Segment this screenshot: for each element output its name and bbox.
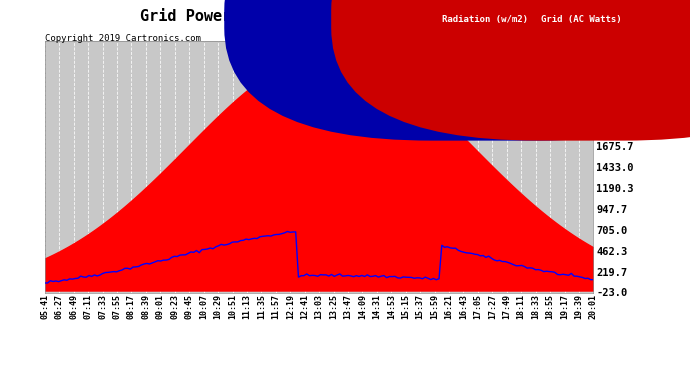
Text: Grid Power & Solar Radiation Thu Jul 25 20:12: Grid Power & Solar Radiation Thu Jul 25 … [139,9,551,24]
Text: Radiation (w/m2): Radiation (w/m2) [442,15,528,24]
Text: Grid (AC Watts): Grid (AC Watts) [541,15,622,24]
Text: Copyright 2019 Cartronics.com: Copyright 2019 Cartronics.com [45,34,201,43]
